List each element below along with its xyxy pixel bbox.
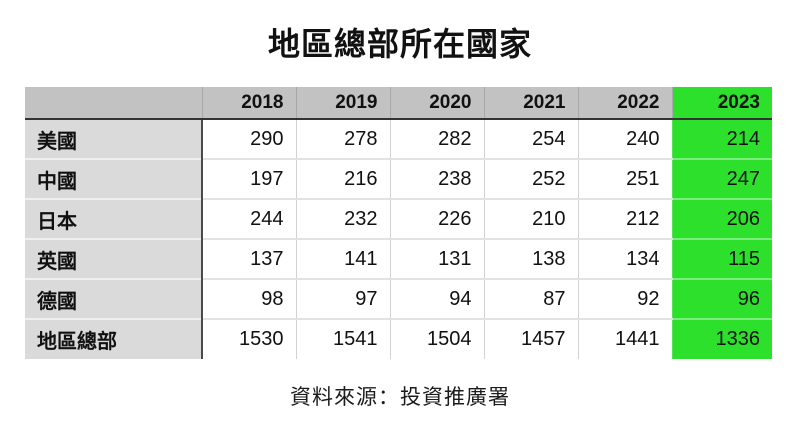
cell-value: 240 <box>577 118 672 159</box>
year-header-2019: 2019 <box>295 87 390 120</box>
cell-value: 254 <box>483 118 578 159</box>
table-header-row: 2018 2019 2020 2021 2022 2023 <box>25 87 772 120</box>
year-header-2023-highlight: 2023 <box>671 87 772 120</box>
table-row-total: 地區總部 1530 1541 1504 1457 1441 1336 <box>25 318 772 359</box>
cell-value-highlight: 115 <box>671 238 772 279</box>
cell-value: 141 <box>295 238 390 279</box>
cell-value: 210 <box>483 198 578 239</box>
cell-value: 216 <box>295 158 390 199</box>
table-row: 英國 137 141 131 138 134 115 <box>25 238 772 279</box>
cell-value-highlight: 206 <box>671 198 772 239</box>
row-label-uk: 英國 <box>25 238 202 279</box>
table-row: 美國 290 278 282 254 240 214 <box>25 118 772 159</box>
cell-value: 1457 <box>483 318 578 359</box>
table-row: 日本 244 232 226 210 212 206 <box>25 198 772 239</box>
source-note: 資料來源：投資推廣署 <box>290 386 510 409</box>
cell-value-highlight: 96 <box>671 278 772 319</box>
row-label-total: 地區總部 <box>25 318 202 359</box>
table-row: 中國 197 216 238 252 251 247 <box>25 158 772 199</box>
headquarters-table: 2018 2019 2020 2021 2022 2023 美國 290 278… <box>25 87 772 359</box>
cell-value: 137 <box>201 238 296 279</box>
cell-value-highlight: 247 <box>671 158 772 199</box>
cell-value: 212 <box>577 198 672 239</box>
cell-value: 98 <box>201 278 296 319</box>
year-header-2021: 2021 <box>483 87 578 120</box>
cell-value: 131 <box>389 238 484 279</box>
row-label-usa: 美國 <box>25 118 202 159</box>
cell-value: 244 <box>201 198 296 239</box>
cell-value: 290 <box>201 118 296 159</box>
cell-value: 92 <box>577 278 672 319</box>
cell-value: 251 <box>577 158 672 199</box>
cell-value: 232 <box>295 198 390 239</box>
cell-value: 134 <box>577 238 672 279</box>
year-header-2020: 2020 <box>389 87 484 120</box>
cell-value: 238 <box>389 158 484 199</box>
row-label-germany: 德國 <box>25 278 202 319</box>
row-label-china: 中國 <box>25 158 202 199</box>
year-header-2018: 2018 <box>201 87 296 120</box>
cell-value: 226 <box>389 198 484 239</box>
cell-value: 1441 <box>577 318 672 359</box>
page-title: 地區總部所在國家 <box>267 26 532 62</box>
cell-value: 278 <box>295 118 390 159</box>
corner-cell <box>25 87 202 120</box>
cell-value-highlight: 214 <box>671 118 772 159</box>
cell-value: 252 <box>483 158 578 199</box>
cell-value: 97 <box>295 278 390 319</box>
cell-value: 282 <box>389 118 484 159</box>
row-label-japan: 日本 <box>25 198 202 239</box>
year-header-2022: 2022 <box>577 87 672 120</box>
cell-value-highlight: 1336 <box>671 318 772 359</box>
cell-value: 197 <box>201 158 296 199</box>
table-row: 德國 98 97 94 87 92 96 <box>25 278 772 319</box>
cell-value: 87 <box>483 278 578 319</box>
cell-value: 1504 <box>389 318 484 359</box>
cell-value: 1530 <box>201 318 296 359</box>
cell-value: 1541 <box>295 318 390 359</box>
cell-value: 94 <box>389 278 484 319</box>
cell-value: 138 <box>483 238 578 279</box>
